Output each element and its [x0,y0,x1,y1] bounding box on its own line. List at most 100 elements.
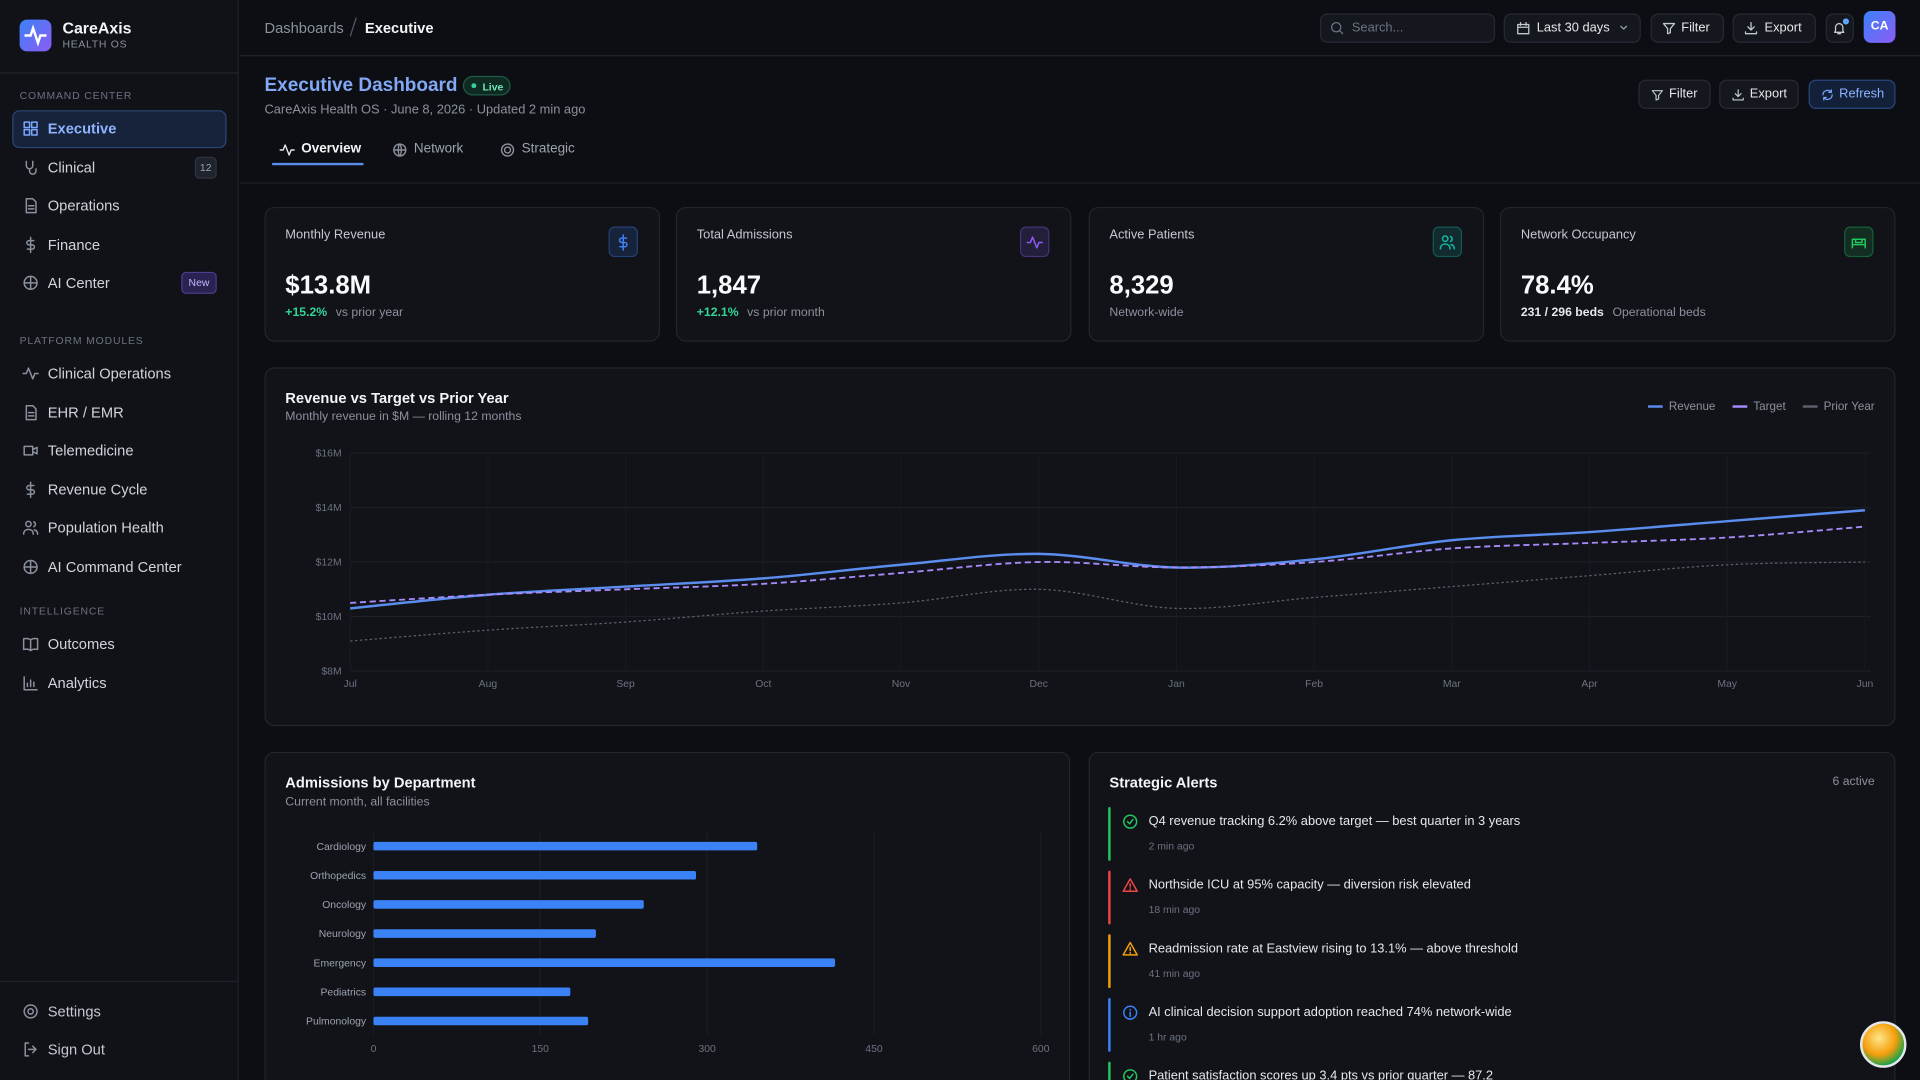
date-range[interactable] [1503,13,1641,43]
nav-item[interactable]: Finance [47,235,101,253]
assistant-launcher[interactable] [1860,1021,1907,1068]
legend-label: Target [1753,400,1786,413]
icon [23,1004,38,1019]
icon [22,637,39,652]
icon-shape [393,142,407,157]
kpi-value: 1,847 [696,271,762,300]
nav-item[interactable]: AI Command Center [47,557,182,575]
nav-item[interactable]: Revenue Cycle [47,480,148,498]
breadcrumb[interactable]: Dashboards [264,19,344,37]
x-tick-label: Nov [892,679,911,690]
alert-time: 18 min ago [1148,903,1201,916]
tab[interactable]: Overview [301,141,362,157]
alert-time: 2 min ago [1148,839,1195,852]
kpi-footer: +15.2% vs prior year [285,307,403,319]
bar [373,900,644,909]
nav-item[interactable]: AI Center [47,274,110,292]
kpi-label: Monthly Revenue [285,227,386,243]
notifications[interactable] [1825,13,1854,43]
kpi-footer: +12.1% vs prior month [697,307,825,319]
nav-item-active[interactable] [12,110,227,149]
header-action[interactable] [1638,79,1711,109]
header-divider [240,182,1920,184]
icon-shape [26,480,36,498]
alert-text[interactable]: Q4 revenue tracking 6.2% above target — … [1148,813,1521,829]
header-action[interactable] [1808,79,1896,109]
notification-dot [1842,18,1849,25]
icon-shape [23,559,38,574]
icon-shape [22,367,39,380]
alert-accent [1108,1061,1111,1080]
brand-logo [19,19,52,52]
header-action[interactable] [1719,79,1799,109]
chart-subtitle: Current month, all facilities [285,795,430,810]
icon-shape [1439,234,1456,250]
kpi-card [1088,206,1485,342]
x-tick-label: 600 [1032,1044,1050,1055]
nav-item[interactable]: Executive [47,120,117,138]
export-button[interactable] [1732,13,1816,43]
nav-item[interactable]: EHR / EMR [47,403,124,421]
x-tick-label: 0 [371,1044,377,1055]
kpi-note: Network-wide [1109,306,1184,320]
icon [1122,941,1138,956]
nav-badge: New [181,271,217,294]
nav-section-title: INTELLIGENCE [19,604,106,617]
legend-label: Revenue [1669,400,1716,413]
page-subtitle: CareAxis Health OS · June 8, 2026 · Upda… [264,102,586,118]
y-tick-label: $10M [316,612,342,623]
tab[interactable]: Strategic [521,141,575,157]
y-tick-label: $14M [316,503,342,514]
icon-shape [1732,88,1744,100]
avatar[interactable]: CA [1863,11,1896,43]
icon [23,121,38,136]
chart-card [264,751,1071,1080]
icon [1620,25,1628,30]
nav-item[interactable]: Telemedicine [47,442,134,460]
icon-shape [22,637,39,652]
nav-section-title: COMMAND CENTER [19,89,133,102]
kpi-value: $13.8M [285,271,372,300]
bar [373,987,571,997]
icon [23,275,38,291]
page-title: Executive Dashboard [264,75,458,96]
nav-badge-text: New [188,276,210,289]
status-label: Live [482,79,504,93]
y-tick-label: Emergency [314,958,367,969]
nav-item[interactable]: Clinical Operations [47,364,172,383]
nav-item[interactable]: Outcomes [47,635,115,653]
alerts-card [1088,751,1896,1080]
icon [24,1042,37,1057]
x-tick-label: Sep [616,679,635,690]
icon-shape [23,1004,38,1019]
icon [393,142,407,157]
alert-text[interactable]: Readmission rate at Eastview rising to 1… [1148,941,1519,957]
nav-item[interactable]: Operations [47,197,120,215]
alert-text[interactable]: Northside ICU at 95% capacity — diversio… [1148,877,1471,893]
filter-button[interactable] [1650,13,1725,43]
icon-shape [23,675,38,690]
topbar-divider [240,55,1920,57]
search-box[interactable] [1320,13,1496,43]
icon-shape [23,445,38,456]
sidebar [0,0,239,1080]
x-tick-label: Apr [1581,679,1598,690]
icon [22,367,39,380]
y-tick-label: Neurology [319,929,367,940]
alert-text[interactable]: Patient satisfaction scores up 3.4 pts v… [1148,1068,1494,1080]
nav-item[interactable]: Sign Out [47,1040,105,1058]
icon-shape [1620,25,1628,30]
icon [1123,814,1138,829]
alerts-count: 6 active [1832,775,1875,789]
nav-item[interactable]: Clinical [47,158,96,176]
kpi-value: 8,329 [1109,271,1174,300]
tab[interactable]: Network [413,141,464,157]
nav-item[interactable]: Population Health [47,519,164,537]
icon [1651,89,1663,100]
icon-shape [1833,22,1845,35]
x-tick-label: Feb [1305,679,1323,690]
alert-text[interactable]: AI clinical decision support adoption re… [1148,1005,1512,1020]
nav-item[interactable]: Analytics [47,674,107,692]
nav-item[interactable]: Settings [47,1002,101,1020]
brand-name: CareAxis [62,18,132,38]
